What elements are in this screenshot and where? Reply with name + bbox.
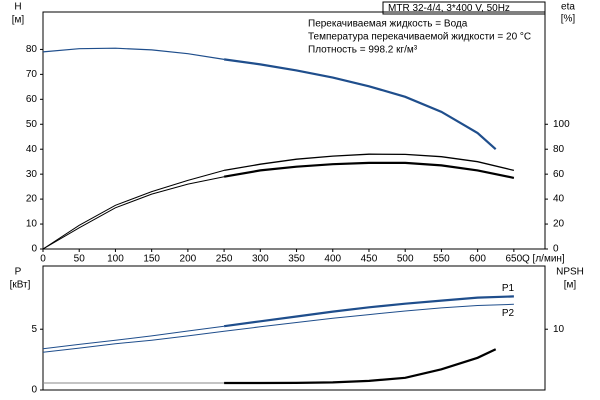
y2-axis-label: NPSH [556, 267, 584, 278]
curve [42, 325, 225, 350]
y-tick-label: 0 [31, 385, 37, 396]
note: Перекачиваемая жидкость = Вода [308, 19, 468, 30]
x-tick-label: 650 [506, 254, 523, 265]
y-tick-label: 20 [26, 194, 38, 205]
y2-tick-label: 20 [553, 219, 565, 230]
x-tick-label: 100 [107, 254, 124, 265]
plot-frame [42, 11, 546, 250]
curve [42, 169, 225, 250]
y2-axis-unit: [%] [561, 14, 576, 25]
y-axis-unit: [м] [12, 15, 25, 26]
y2-axis-label: eta [561, 2, 575, 13]
y2-tick-label: 80 [553, 144, 565, 155]
y-tick-label: 30 [26, 169, 38, 180]
curve [42, 47, 225, 60]
curve-label: P1 [502, 283, 515, 294]
y2-tick-label: 10 [553, 324, 565, 335]
curve [224, 348, 497, 385]
curve [223, 58, 497, 151]
note: Температура перекачиваемой жидкости = 20… [308, 32, 531, 43]
x-tick-label: 500 [397, 254, 414, 265]
x-tick-label: 0 [40, 254, 46, 265]
y2-tick-label: 40 [553, 194, 565, 205]
x-tick-label: 400 [324, 254, 341, 265]
y-tick-label: 0 [31, 244, 37, 255]
x-tick-label: 450 [361, 254, 378, 265]
y-tick-label: 40 [26, 144, 38, 155]
x-tick-label: 250 [216, 254, 233, 265]
y-axis-label: P [15, 267, 22, 278]
curve [223, 161, 515, 179]
x-tick-label: 550 [433, 254, 450, 265]
y-tick-label: 60 [26, 94, 38, 105]
y2-tick-label: 100 [553, 119, 570, 130]
y-axis-label: H [14, 2, 21, 13]
y-tick-label: 10 [26, 219, 38, 230]
y2-tick-label: 60 [553, 169, 565, 180]
curve [223, 295, 514, 328]
plot-frame [42, 265, 546, 391]
x-tick-label: 150 [143, 254, 160, 265]
x-tick-label: 300 [252, 254, 269, 265]
y-tick-label: 5 [31, 324, 37, 335]
model-label: MTR 32-4/4, 3*400 V, 50Hz [388, 3, 510, 14]
y-tick-label: 50 [26, 119, 38, 130]
y-tick-label: 80 [26, 44, 38, 55]
curve [42, 176, 225, 250]
note: Плотность = 998.2 кг/м³ [308, 45, 418, 56]
x-tick-label: 200 [180, 254, 197, 265]
x-tick-label: 350 [288, 254, 305, 265]
x-tick-label: 600 [469, 254, 486, 265]
x-axis-label: Q [л/мин] [522, 254, 565, 265]
curve-label: P2 [502, 308, 515, 319]
y-tick-label: 70 [26, 69, 38, 80]
y2-tick-label: 0 [553, 244, 559, 255]
curve [42, 303, 514, 353]
curve [223, 153, 515, 172]
y-axis-unit: [кВт] [10, 280, 31, 291]
x-tick-label: 50 [74, 254, 86, 265]
model-box [382, 1, 546, 15]
y2-axis-unit: [м] [564, 280, 577, 291]
